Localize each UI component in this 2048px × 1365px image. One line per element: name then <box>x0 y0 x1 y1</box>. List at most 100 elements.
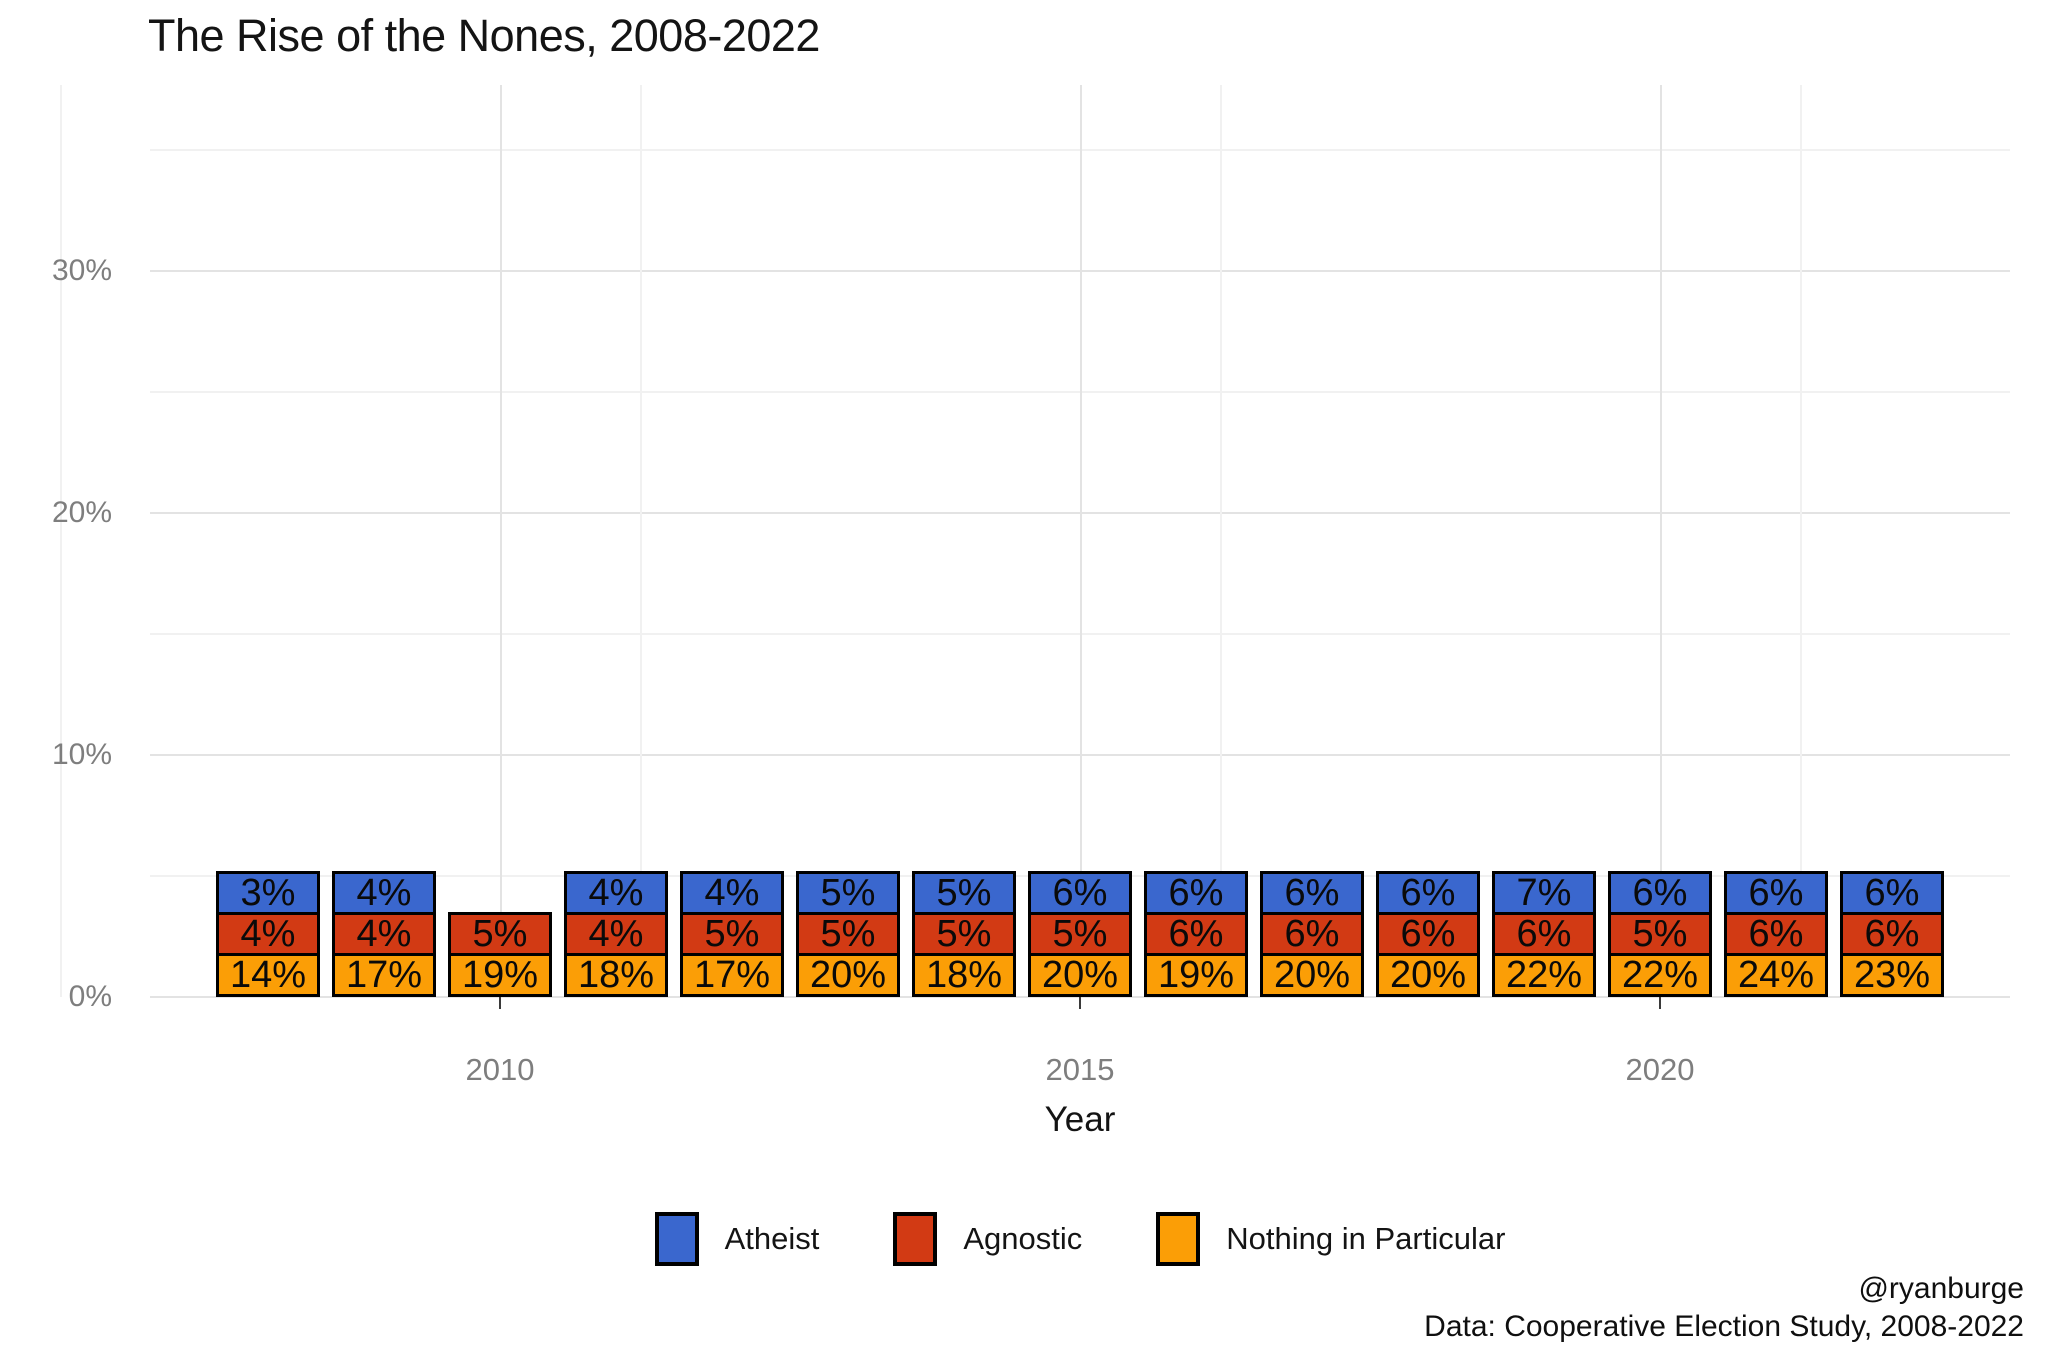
segment-atheist-2018: 6% <box>1376 871 1480 915</box>
segment-label: 6% <box>1516 913 1572 955</box>
segment-label: 22% <box>1621 954 1699 996</box>
segment-label: 23% <box>1853 954 1931 996</box>
segment-agnostic-2014: 5% <box>912 912 1016 956</box>
segment-atheist-2011: 4% <box>564 871 668 915</box>
bar-2009: 4% 4% 17% <box>332 871 436 997</box>
segment-nothing-in-particular-2010: 19% <box>448 953 552 997</box>
segment-label: 5% <box>936 913 992 955</box>
segment-label: 6% <box>1168 872 1224 914</box>
segment-label: 18% <box>577 954 655 996</box>
segment-agnostic-2017: 6% <box>1260 912 1364 956</box>
x-tick-mark <box>1659 997 1661 1009</box>
bar-2018: 6% 6% 20% <box>1376 871 1480 997</box>
gridline-v-minor <box>1220 85 1222 997</box>
segment-label: 4% <box>704 872 760 914</box>
segment-label: 5% <box>936 872 992 914</box>
segment-label: 5% <box>820 872 876 914</box>
segment-agnostic-2015: 5% <box>1028 912 1132 956</box>
segment-label: 17% <box>345 954 423 996</box>
segment-nothing-in-particular-2013: 20% <box>796 953 900 997</box>
segment-label: 20% <box>1273 954 1351 996</box>
bar-2014: 5% 5% 18% <box>912 871 1016 997</box>
segment-label: 6% <box>1168 913 1224 955</box>
legend-entry-nothing-in-particular: Nothing in Particular <box>1156 1212 1505 1266</box>
segment-label: 5% <box>704 913 760 955</box>
plot-panel: 3% 4% 14% 4% 4% 17% 5% 19% 4% 4% 18% 4% 5% 17% 5% 5% 20%… <box>60 85 2010 998</box>
segment-nothing-in-particular-2008: 14% <box>216 953 320 997</box>
bar-2021: 6% 6% 24% <box>1724 871 1828 997</box>
bar-2015: 6% 5% 20% <box>1028 871 1132 997</box>
gridline-v-major <box>500 85 502 997</box>
legend-label: Atheist <box>724 1221 820 1256</box>
segment-label: 20% <box>809 954 887 996</box>
segment-agnostic-2010: 5% <box>448 912 552 956</box>
segment-label: 14% <box>229 954 307 996</box>
segment-atheist-2009: 4% <box>332 871 436 915</box>
segment-nothing-in-particular-2016: 19% <box>1144 953 1248 997</box>
gridline-v-minor <box>1800 85 1802 997</box>
segment-atheist-2008: 3% <box>216 871 320 915</box>
caption: @ryanburge Data: Cooperative Election St… <box>1424 1270 2024 1346</box>
segment-label: 6% <box>1864 913 1920 955</box>
segment-label: 6% <box>1864 872 1920 914</box>
segment-nothing-in-particular-2021: 24% <box>1724 953 1828 997</box>
segment-agnostic-2018: 6% <box>1376 912 1480 956</box>
segment-agnostic-2020: 5% <box>1608 912 1712 956</box>
segment-atheist-2016: 6% <box>1144 871 1248 915</box>
segment-label: 6% <box>1284 872 1340 914</box>
segment-agnostic-2016: 6% <box>1144 912 1248 956</box>
bar-2010: 5% 19% <box>448 912 552 997</box>
segment-agnostic-2009: 4% <box>332 912 436 956</box>
segment-label: 19% <box>1157 954 1235 996</box>
segment-label: 6% <box>1284 913 1340 955</box>
segment-label: 19% <box>461 954 539 996</box>
segment-label: 18% <box>925 954 1003 996</box>
segment-label: 6% <box>1748 872 1804 914</box>
legend: Atheist Agnostic Nothing in Particular <box>150 1212 2010 1266</box>
gridline-v-major <box>1660 85 1662 997</box>
legend-entry-atheist: Atheist <box>654 1212 820 1266</box>
segment-label: 5% <box>1052 913 1108 955</box>
segment-label: 6% <box>1748 913 1804 955</box>
legend-swatch-atheist <box>654 1212 699 1266</box>
caption-source: Data: Cooperative Election Study, 2008-2… <box>1424 1310 2024 1343</box>
legend-entry-agnostic: Agnostic <box>893 1212 1082 1266</box>
segment-agnostic-2022: 6% <box>1840 912 1944 956</box>
segment-label: 6% <box>1400 913 1456 955</box>
bar-2019: 7% 6% 22% <box>1492 871 1596 997</box>
segment-atheist-2019: 7% <box>1492 871 1596 915</box>
legend-swatch-agnostic <box>893 1212 938 1266</box>
segment-label: 5% <box>472 913 528 955</box>
bars-container: 3% 4% 14% 4% 4% 17% 5% 19% 4% 4% 18% 4% 5% 17% 5% 5% 20%… <box>150 85 2010 997</box>
segment-agnostic-2021: 6% <box>1724 912 1828 956</box>
segment-label: 17% <box>693 954 771 996</box>
segment-label: 6% <box>1632 872 1688 914</box>
gridline-v-major <box>1080 85 1082 997</box>
y-tick-label: 0% <box>68 980 112 1013</box>
caption-handle: @ryanburge <box>1858 1272 2024 1305</box>
segment-label: 4% <box>588 913 644 955</box>
bar-2011: 4% 4% 18% <box>564 871 668 997</box>
segment-atheist-2017: 6% <box>1260 871 1364 915</box>
segment-agnostic-2019: 6% <box>1492 912 1596 956</box>
segment-label: 6% <box>1052 872 1108 914</box>
segment-label: 4% <box>356 913 412 955</box>
bar-2008: 3% 4% 14% <box>216 871 320 997</box>
bar-2013: 5% 5% 20% <box>796 871 900 997</box>
segment-agnostic-2008: 4% <box>216 912 320 956</box>
x-tick-label: 2020 <box>1625 1052 1695 1087</box>
segment-label: 4% <box>240 913 296 955</box>
bar-2016: 6% 6% 19% <box>1144 871 1248 997</box>
y-tick-label: 30% <box>51 254 112 288</box>
segment-label: 7% <box>1516 872 1572 914</box>
segment-label: 22% <box>1505 954 1583 996</box>
x-tick-label: 2010 <box>465 1052 535 1087</box>
segment-atheist-2022: 6% <box>1840 871 1944 915</box>
segment-nothing-in-particular-2014: 18% <box>912 953 1016 997</box>
axis-label-year: Year <box>1044 1100 1116 1139</box>
segment-label: 5% <box>820 913 876 955</box>
legend-label: Agnostic <box>963 1221 1083 1256</box>
segment-nothing-in-particular-2022: 23% <box>1840 953 1944 997</box>
segment-atheist-2012: 4% <box>680 871 784 915</box>
